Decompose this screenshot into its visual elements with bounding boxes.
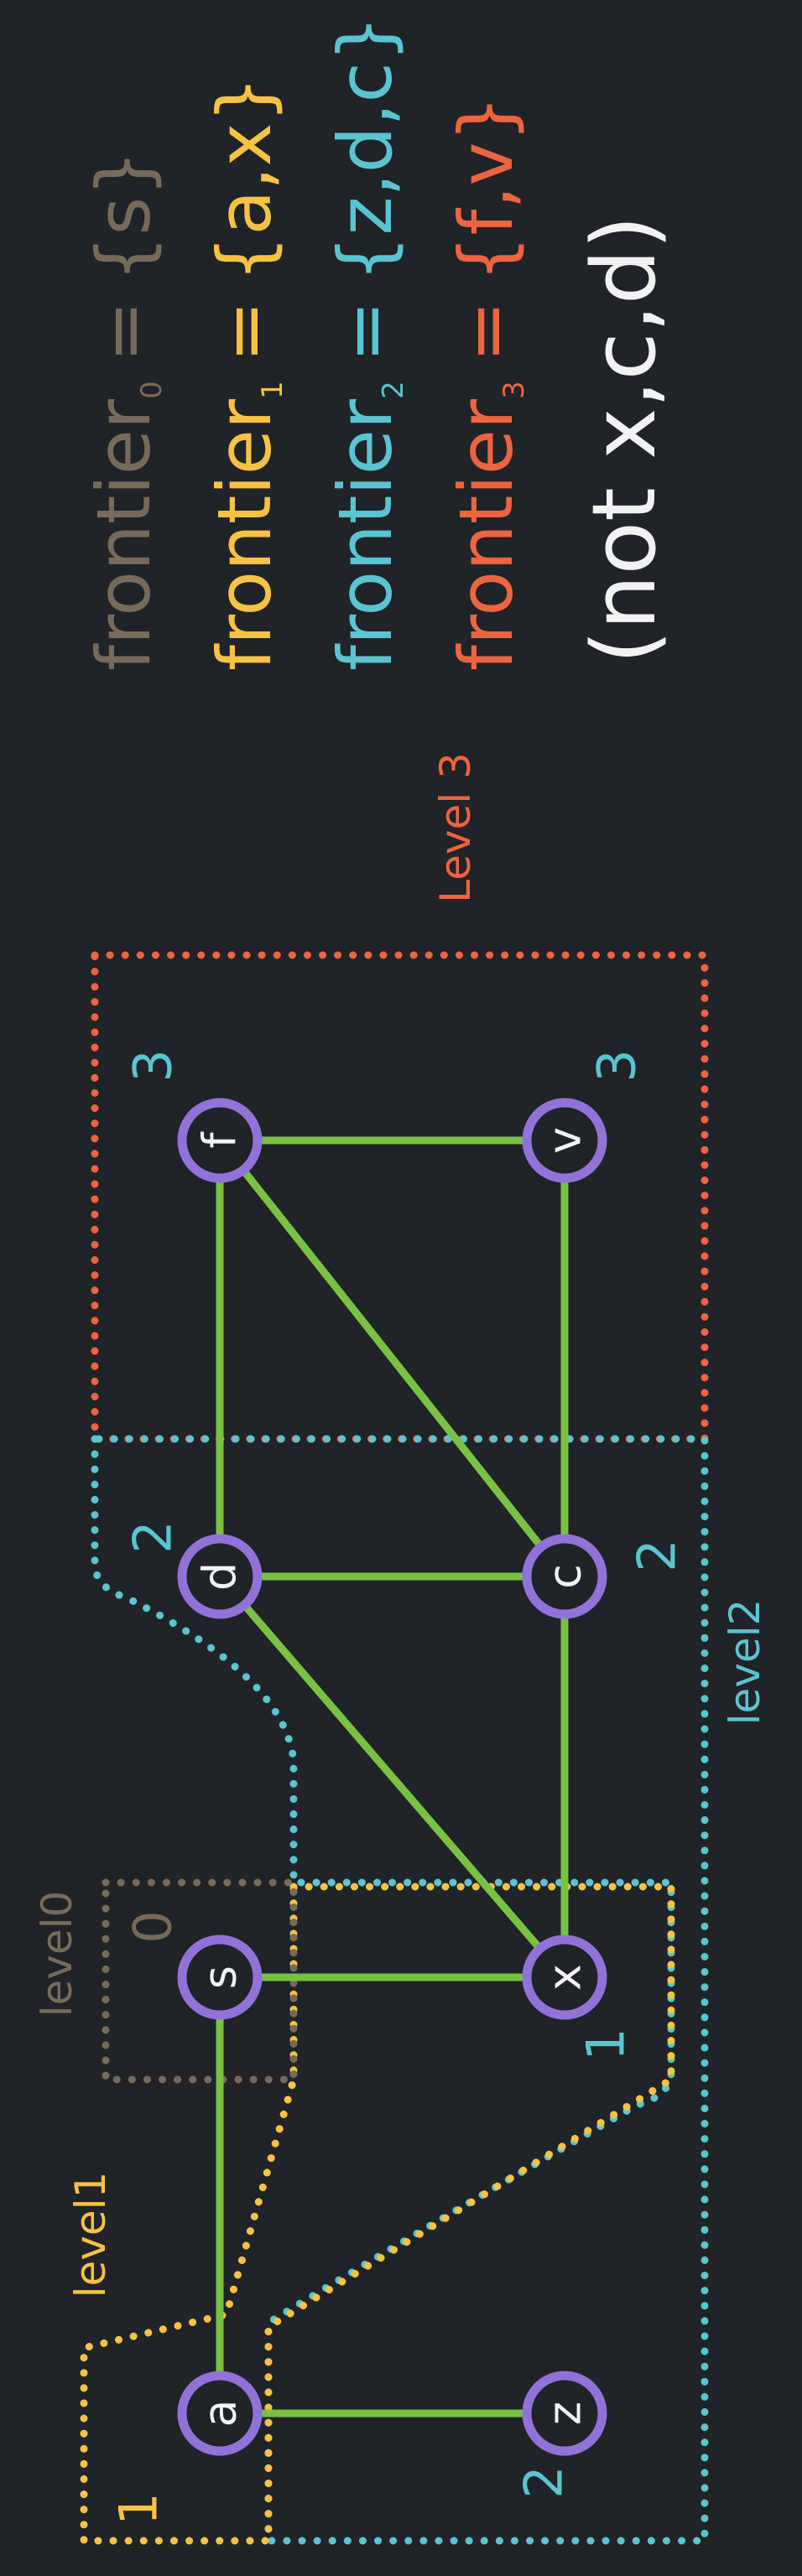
frontier-line-1: frontier1 = {a,x}	[201, 76, 289, 671]
node-v: v	[522, 1098, 607, 1183]
frontier-equals: =	[201, 301, 288, 363]
frontier-line-2: frontier2 = {z,d,c}	[322, 15, 410, 671]
node-level-label: 1	[575, 2028, 637, 2060]
level2-label: level2	[721, 1599, 769, 1726]
frontier-set: {s}	[81, 150, 167, 283]
node-label: c	[539, 1564, 591, 1589]
node-f: f	[177, 1098, 263, 1183]
node-circle	[522, 1098, 607, 1183]
level-regions	[80, 951, 709, 2545]
frontier-subscript: 3	[497, 381, 531, 399]
node-circle	[177, 1534, 263, 1619]
frontier-set: {a,x}	[201, 76, 288, 283]
frontier-word: frontier	[443, 398, 529, 671]
frontier-line-0: frontier0 = {s}	[81, 150, 169, 671]
node-label: z	[539, 2402, 591, 2425]
frontier-equals: =	[443, 301, 529, 363]
frontier-equals: =	[81, 301, 167, 363]
node-level-label: 1	[108, 2492, 169, 2525]
frontier-note: (not x,c,d)	[573, 216, 675, 664]
node-c: c	[522, 1534, 607, 1619]
node-circle	[522, 1534, 607, 1619]
node-level-label: 0	[122, 1910, 184, 1943]
frontier-line-3: frontier3 = {f,v}	[443, 95, 531, 671]
node-label: x	[539, 1964, 591, 1991]
node-x: x	[522, 1935, 607, 2020]
frontier-set: {z,d,c}	[322, 15, 409, 282]
frontier-word: frontier	[201, 398, 288, 671]
node-a: a	[177, 2371, 263, 2456]
node-z: z	[522, 2371, 607, 2456]
edge-c-f	[216, 1136, 569, 1581]
frontier-equals: =	[322, 301, 409, 363]
node-level-label: 2	[513, 2465, 575, 2498]
frontier-subscript: 2	[377, 381, 410, 399]
edge-x-d	[216, 1572, 569, 1981]
level3-label: Level 3	[431, 752, 480, 903]
level0-label: level0	[33, 1891, 81, 2018]
frontier-word: frontier	[81, 398, 167, 671]
node-circle	[177, 1098, 263, 1183]
node-level-label: 3	[122, 1049, 184, 1082]
frontier-set: {f,v}	[443, 95, 529, 282]
node-circle	[177, 2371, 263, 2456]
node-label: d	[194, 1562, 247, 1591]
node-label: a	[194, 2399, 247, 2427]
node-level-label: 3	[586, 1049, 648, 1082]
node-label: v	[539, 1127, 591, 1154]
edges	[216, 1136, 569, 2418]
node-d: d	[177, 1534, 263, 1619]
frontier-list: frontier0={s}frontier1={a,x}frontier2={z…	[81, 15, 531, 671]
frontier-subscript: 0	[135, 381, 169, 399]
node-label: s	[194, 1966, 247, 1989]
node-s: s	[177, 1935, 263, 2020]
node-circle	[522, 1935, 607, 2020]
node-level-label: 2	[627, 1539, 688, 1571]
frontier-subscript: 1	[256, 381, 289, 399]
level1-label: level1	[66, 2172, 115, 2298]
level1-region	[80, 1883, 675, 2545]
region-labels: level0 level1 level2 Level 3	[33, 752, 769, 2298]
frontier-word: frontier	[322, 398, 409, 671]
node-level-label: 2	[122, 1520, 184, 1553]
node-label: f	[194, 1131, 247, 1149]
node-circle	[177, 1935, 263, 2020]
node-circle	[522, 2371, 607, 2456]
